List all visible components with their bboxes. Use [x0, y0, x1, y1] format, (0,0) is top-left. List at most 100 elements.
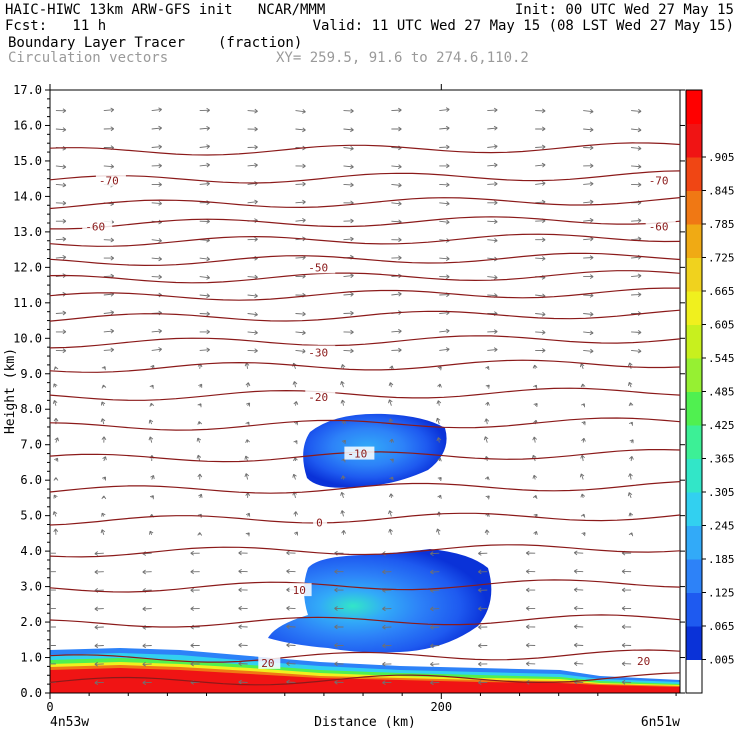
vector-arrow [525, 642, 536, 648]
vector-arrow [391, 255, 402, 261]
vector-arrow [151, 163, 162, 169]
vector-arrow [245, 421, 250, 426]
vector-arrow [483, 436, 489, 443]
field-name: Boundary Layer Tracer [8, 35, 186, 51]
vector-arrow [487, 125, 498, 131]
isotherm-label-bg [344, 446, 375, 460]
colorbar-swatch [686, 525, 702, 560]
vector-arrow [55, 164, 67, 170]
y-tick-label: 17.0 [13, 83, 42, 97]
vector-arrow [55, 310, 67, 316]
vector-arrow [581, 437, 586, 443]
vector-arrow [580, 493, 586, 499]
vector-arrow [199, 162, 210, 168]
vector-arrow [149, 455, 155, 462]
vector-arrow [54, 457, 59, 462]
x-start-label: 4n53w [50, 715, 89, 730]
vector-arrow [485, 366, 490, 371]
colorbar-label: .245 [708, 520, 735, 533]
isotherm-label: -20 [308, 391, 328, 404]
vector-arrow [245, 492, 251, 498]
vector-arrow [100, 401, 106, 406]
isotherm-label: 20 [637, 655, 650, 668]
vector-arrow [478, 624, 488, 630]
vector-arrow [238, 569, 248, 574]
vector-arrow [247, 144, 258, 150]
vector-arrow [439, 274, 450, 280]
header-valid-time: Valid: 11 UTC Wed 27 May 15 (08 LST Wed … [312, 18, 734, 34]
vector-arrow [525, 606, 536, 611]
vector-arrow [343, 108, 354, 114]
vector-arrow [439, 201, 450, 206]
vector-arrow [94, 606, 104, 612]
vector-arrow [142, 606, 152, 612]
tracer-band-red [50, 668, 680, 693]
vector-arrow [437, 366, 442, 371]
vector-arrow [627, 362, 633, 369]
vector-arrow [627, 492, 633, 499]
isotherm-label: 20 [261, 657, 274, 670]
vector-arrow [525, 550, 536, 556]
vector-arrow [340, 491, 345, 499]
isotherm-label-bg [82, 219, 113, 233]
vector-arrow [53, 494, 58, 499]
colorbar-label: .125 [708, 587, 735, 600]
vector-arrow [391, 201, 402, 206]
vector-arrow [535, 126, 546, 132]
vector-arrow [382, 643, 392, 649]
vector-arrow [151, 125, 162, 131]
vector-arrow [94, 680, 104, 685]
vector-arrow [388, 510, 393, 517]
colorbar-swatch [686, 492, 702, 526]
y-tick-label: 10.0 [13, 331, 42, 345]
vector-arrow [579, 473, 585, 480]
vector-arrow [286, 661, 296, 666]
vector-arrow [94, 624, 104, 630]
vector-arrow [142, 569, 152, 575]
vector-arrow [484, 529, 490, 535]
vector-arrow [535, 256, 546, 261]
vector-arrow [190, 606, 200, 611]
vector-arrow [190, 587, 200, 593]
vector-arrow [53, 477, 59, 481]
vector-arrow [151, 347, 162, 352]
vector-arrow [533, 402, 538, 408]
isotherm-line [50, 142, 680, 156]
vector-arrow [244, 473, 250, 480]
header-forecast-hour: Fcst: 11 h [5, 18, 107, 34]
vector-arrow [190, 550, 200, 556]
vector-arrow [238, 661, 248, 667]
colorbar-swatch [686, 224, 702, 258]
vector-arrow [621, 624, 632, 630]
vector-arrow [621, 606, 632, 611]
vector-arrow [340, 381, 345, 388]
vector-arrow [151, 310, 162, 316]
vector-arrow [628, 532, 634, 537]
vector-arrow [388, 528, 393, 535]
vector-arrow [55, 200, 67, 206]
vector-arrow [148, 419, 154, 425]
vector-arrow [487, 181, 498, 187]
y-tick-label: 5.0 [20, 509, 42, 523]
y-tick-label: 7.0 [20, 438, 42, 452]
vector-arrow [525, 587, 536, 593]
vector-arrow [286, 550, 296, 556]
isotherm-line [50, 387, 680, 401]
vector-arrow [343, 348, 354, 354]
vector-arrow [484, 418, 490, 425]
vector-arrow [149, 402, 155, 407]
vector-arrow [439, 256, 450, 261]
vector-arrow [50, 625, 56, 629]
colorbar-label: .365 [708, 453, 735, 466]
vector-arrow [53, 528, 59, 535]
vector-arrow [583, 199, 594, 205]
vector-arrow [53, 366, 59, 371]
vector-arrow [148, 436, 154, 443]
vector-arrow [430, 551, 440, 556]
vector-arrow [334, 661, 344, 667]
isotherm-line [50, 359, 680, 373]
vector-arrow [190, 643, 200, 648]
vector-arrow [293, 440, 298, 445]
vector-arrow [628, 473, 633, 480]
vector-arrow [343, 292, 354, 297]
